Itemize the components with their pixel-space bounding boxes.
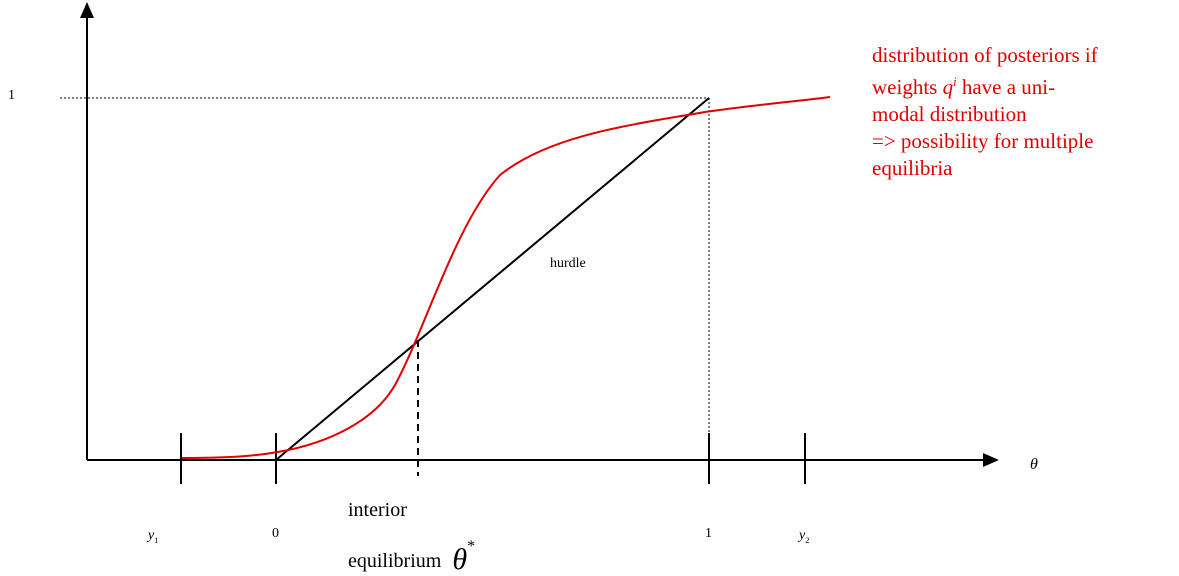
equilibrium-label-line1: interior [348,499,407,521]
annotation-line-3: modal distribution [872,102,1027,126]
equilibrium-label-line2: equilibrium θ* [348,538,476,576]
annotation-line-1: distribution of posteriors if [872,43,1098,67]
annotation-line-2-pre: weights [872,75,943,99]
hurdle-line [275,97,710,461]
tick-label-one: 1 [705,526,712,541]
equilibrium-symbol-theta: θ [452,543,468,576]
tick-label-y1: y1 [148,528,158,545]
tick-label-y2-sub: 2 [805,535,810,545]
equilibrium-label-text: equilibrium [348,550,442,572]
annotation-var-sup: i [953,75,957,89]
annotation-line-4: => possibility for multiple [872,129,1094,153]
y-axis-arrowhead [80,2,94,18]
y-axis-label-one: 1 [8,88,15,103]
tick-label-y2: y2 [799,528,809,545]
x-axis-arrowhead [983,453,999,467]
hurdle-label: hurdle [550,256,586,271]
curve-annotation: distribution of posteriors if weights qi… [872,42,1098,182]
posterior-distribution-curve [181,96,831,459]
equilibrium-symbol-star: * [467,538,476,556]
tick-label-y1-base: y [148,528,155,543]
annotation-line-2-post: have a uni- [956,75,1056,99]
annotation-var-q: q [942,75,954,99]
x-axis-label-theta: θ [1030,456,1038,473]
tick-label-y1-sub: 1 [154,535,159,545]
tick-label-zero: 0 [272,526,279,541]
tick-label-y2-base: y [799,528,806,543]
annotation-line-2: weights qi have a uni- [872,69,1098,101]
annotation-line-5: equilibria [872,156,953,180]
